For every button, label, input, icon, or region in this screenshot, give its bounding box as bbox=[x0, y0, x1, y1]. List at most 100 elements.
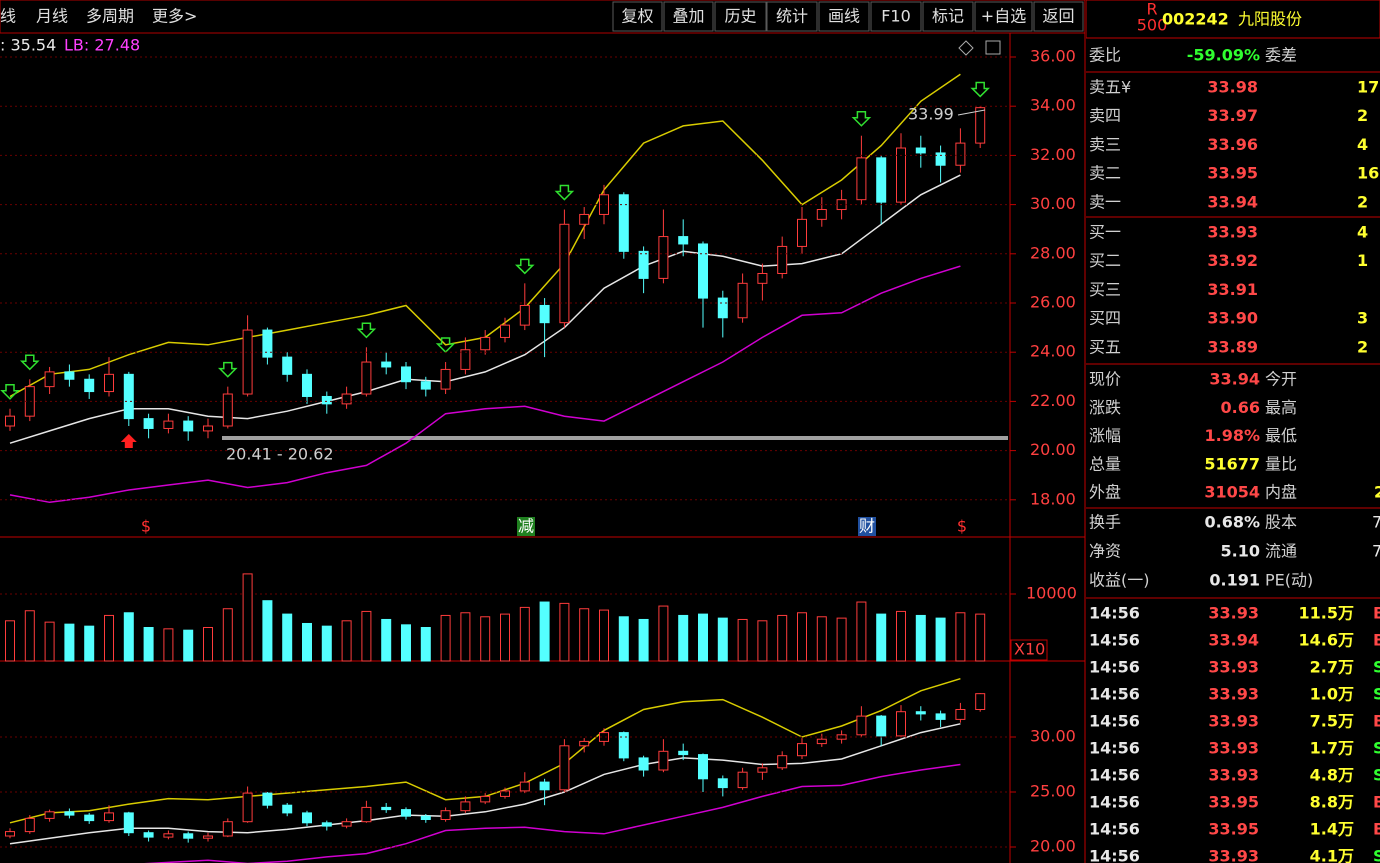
badge-bottom: 500 bbox=[1137, 16, 1168, 35]
toolbar-button[interactable] bbox=[663, 1, 714, 32]
signal-arrow bbox=[120, 434, 137, 448]
toolbar-button[interactable] bbox=[1033, 1, 1084, 32]
volume-bar bbox=[163, 628, 174, 662]
volume-bar bbox=[915, 614, 926, 662]
toolbar-button-label[interactable]: 历史 bbox=[724, 7, 756, 26]
toolbar-button-label[interactable]: +自选 bbox=[981, 7, 1026, 26]
lower-candle-body bbox=[420, 815, 431, 821]
candle-body bbox=[599, 194, 609, 215]
lower-candle-body bbox=[341, 821, 352, 827]
volume-bar bbox=[816, 616, 827, 662]
book-price: 33.98 bbox=[1207, 78, 1258, 97]
trade-time: 14:56 bbox=[1089, 658, 1140, 677]
volume-bar bbox=[678, 614, 689, 662]
stat-value: 33.94 bbox=[1209, 370, 1260, 389]
toolbar-button-label[interactable]: 叠加 bbox=[672, 7, 704, 26]
finance-value: 7 bbox=[1372, 513, 1380, 532]
book-label: 买四 bbox=[1089, 309, 1121, 328]
book-price: 33.90 bbox=[1207, 309, 1258, 328]
y-tick-label: 20.00 bbox=[1030, 837, 1076, 856]
trade-time: 14:56 bbox=[1089, 604, 1140, 623]
candle-body bbox=[717, 297, 728, 319]
stat-value: 0.66 bbox=[1221, 398, 1260, 417]
candle-body bbox=[5, 415, 15, 427]
toolbar-button[interactable] bbox=[922, 1, 974, 32]
toolbar-button[interactable] bbox=[714, 1, 767, 32]
stock-name: 九阳股份 bbox=[1238, 10, 1302, 29]
toolbar-button[interactable] bbox=[818, 1, 870, 32]
signal-arrow bbox=[356, 322, 377, 339]
book-volume: 2 bbox=[1357, 106, 1368, 125]
volume-bar bbox=[440, 614, 451, 662]
toolbar-button-label[interactable]: 统计 bbox=[776, 7, 808, 26]
lower-candle-body bbox=[777, 755, 788, 769]
volume-bar bbox=[579, 608, 590, 662]
finance-label: 收益(一) bbox=[1089, 571, 1150, 590]
badge-top: R bbox=[1146, 0, 1157, 19]
lower-candle-body bbox=[381, 806, 392, 811]
volume-bar bbox=[5, 620, 15, 662]
lower-candle-body bbox=[856, 715, 867, 736]
finance-label: 股本 bbox=[1265, 513, 1297, 532]
toolbar-button-label[interactable]: 返回 bbox=[1042, 7, 1074, 26]
trade-price: 33.93 bbox=[1208, 658, 1259, 677]
y-tick-label: 25.00 bbox=[1030, 782, 1076, 801]
pane-icon[interactable] bbox=[985, 40, 1001, 55]
toolbar-button-label[interactable]: 画线 bbox=[828, 7, 860, 26]
candle-body bbox=[757, 272, 768, 284]
stat-label: 内盘 bbox=[1265, 483, 1297, 502]
toolbar-button[interactable] bbox=[612, 1, 663, 32]
event-badge[interactable] bbox=[858, 517, 876, 536]
lower-candle-body bbox=[104, 812, 114, 822]
candle-body bbox=[955, 142, 966, 166]
trade-price: 33.93 bbox=[1208, 712, 1259, 731]
event-marker[interactable]: 减 bbox=[518, 517, 534, 536]
candle-body bbox=[737, 282, 748, 319]
finance-label: 净资 bbox=[1089, 542, 1121, 561]
candle-body bbox=[975, 107, 986, 144]
event-marker[interactable]: 财 bbox=[859, 517, 875, 536]
event-marker[interactable]: $ bbox=[957, 517, 967, 536]
candle-body bbox=[420, 381, 431, 390]
pane-icon[interactable] bbox=[958, 40, 974, 56]
lower-candle-body bbox=[876, 715, 887, 737]
event-badge[interactable] bbox=[517, 517, 535, 536]
toolbar-tab[interactable]: 线 bbox=[0, 7, 16, 26]
volume-bar bbox=[599, 609, 609, 662]
y-tick-label: 24.00 bbox=[1030, 342, 1076, 361]
book-label: 卖二 bbox=[1089, 164, 1121, 183]
lower-candle-body bbox=[321, 822, 332, 827]
toolbar-button-label[interactable]: F10 bbox=[881, 7, 911, 26]
lower-candle-body bbox=[361, 806, 372, 823]
book-label: 买一 bbox=[1089, 223, 1121, 242]
lower-candle-body bbox=[24, 817, 35, 833]
volume-bar bbox=[658, 605, 669, 662]
toolbar-tab[interactable]: 更多> bbox=[152, 7, 197, 26]
candle-body bbox=[638, 250, 649, 279]
toolbar-button-label[interactable]: 复权 bbox=[621, 7, 653, 26]
lower-candle-body bbox=[302, 812, 312, 824]
trade-time: 14:56 bbox=[1089, 820, 1140, 839]
candle-body bbox=[381, 361, 392, 368]
book-price: 33.97 bbox=[1207, 106, 1258, 125]
lower-candle-body bbox=[539, 781, 550, 791]
toolbar-button[interactable] bbox=[974, 1, 1033, 32]
volume-bar bbox=[104, 614, 114, 662]
toolbar-button[interactable] bbox=[870, 1, 922, 32]
toolbar-tab[interactable]: 多周期 bbox=[86, 7, 134, 26]
toolbar-button-label[interactable]: 标记 bbox=[932, 7, 964, 26]
candle-body bbox=[361, 361, 372, 395]
trade-side: B bbox=[1373, 793, 1380, 812]
unit-box bbox=[1010, 639, 1048, 661]
candle-body bbox=[341, 393, 352, 405]
candle-body bbox=[104, 373, 114, 393]
stat-label: 总量 bbox=[1089, 454, 1121, 473]
event-marker[interactable]: $ bbox=[141, 517, 151, 536]
toolbar-button[interactable] bbox=[766, 1, 818, 32]
volume-bar bbox=[539, 601, 550, 662]
y-tick-label: 28.00 bbox=[1030, 243, 1076, 262]
trade-volume: 4.8万 bbox=[1310, 766, 1354, 785]
candle-body bbox=[163, 420, 174, 429]
toolbar-tab[interactable]: 月线 bbox=[36, 7, 68, 26]
